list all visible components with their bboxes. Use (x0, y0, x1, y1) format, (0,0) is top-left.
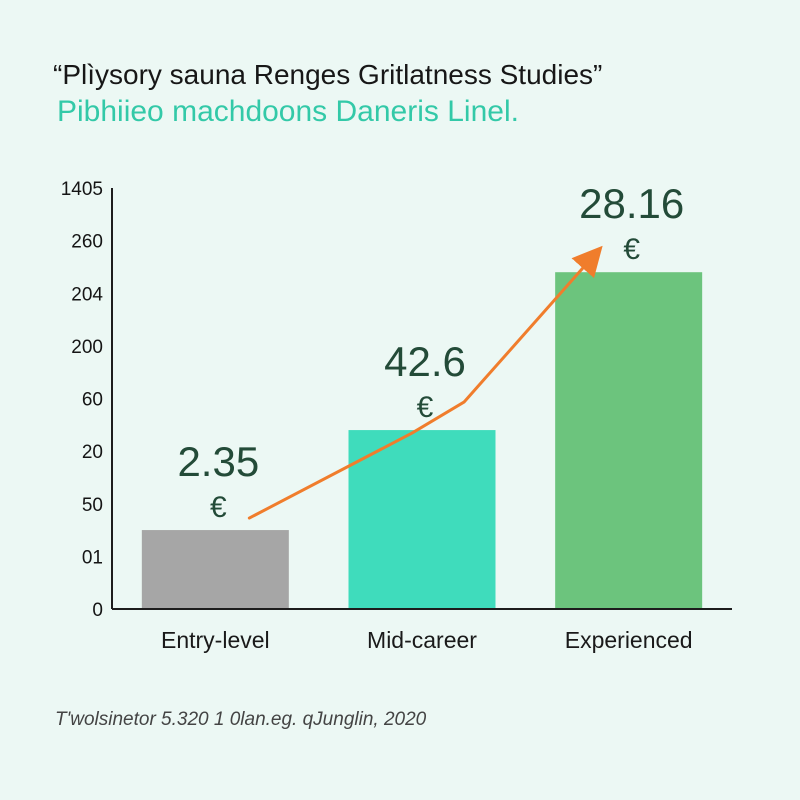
y-tick-label: 20 (82, 442, 103, 463)
axes (111, 188, 732, 610)
x-tick-label: Experienced (565, 627, 693, 653)
trend-line (247, 245, 603, 520)
x-tick-label: Mid-career (367, 627, 477, 653)
data-label: 42.6 (384, 338, 466, 385)
x-axis-labels: Entry-level Mid-career Experienced (161, 627, 693, 653)
y-axis-ticks: 0 01 50 20 60 200 204 260 1405 (61, 179, 104, 621)
source-note: T'wolsinetor 5.320 1 0lan.eg. qJunglin, … (55, 709, 427, 730)
value-labels: 2.35 €42.6 €28.16 € (177, 180, 684, 524)
bar (555, 272, 703, 609)
y-tick-label: 260 (71, 232, 103, 253)
chart-title: “Plìysory sauna Renges Gritlatness Studi… (53, 59, 603, 90)
chart-subtitle: Pibhiieo machdoons Daneris Linel. (57, 95, 519, 128)
y-tick-label: 50 (82, 495, 103, 516)
data-label: 28.16 (579, 180, 684, 227)
bar (348, 430, 496, 609)
trend-arrow (247, 245, 603, 520)
y-tick-label: 0 (92, 600, 103, 621)
bars (141, 272, 703, 609)
y-tick-label: 01 (82, 547, 103, 568)
x-tick-label: Entry-level (161, 627, 270, 653)
data-label: 2.35 (177, 438, 259, 485)
currency-label: € (210, 491, 227, 524)
y-tick-label: 1405 (61, 179, 103, 200)
currency-label: € (623, 233, 640, 266)
currency-label: € (417, 391, 434, 424)
y-tick-label: 60 (82, 390, 103, 411)
y-tick-label: 200 (71, 337, 103, 358)
y-tick-label: 204 (71, 284, 103, 305)
bar (141, 530, 289, 609)
